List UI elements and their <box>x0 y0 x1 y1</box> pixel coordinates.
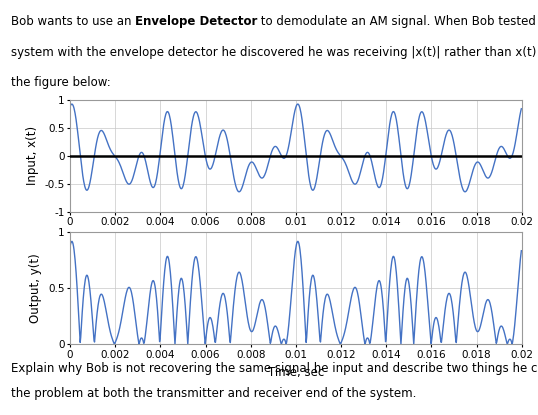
X-axis label: Time, sec: Time, sec <box>268 366 324 378</box>
X-axis label: Time, sec: Time, sec <box>268 233 324 246</box>
Text: Bob wants to use an: Bob wants to use an <box>11 15 135 28</box>
Text: the figure below:: the figure below: <box>11 76 110 89</box>
Text: the problem at both the transmitter and receiver end of the system.: the problem at both the transmitter and … <box>11 387 416 400</box>
Text: Envelope Detector: Envelope Detector <box>135 15 257 28</box>
Text: Explain why Bob is not recovering the same signal he input and describe two thin: Explain why Bob is not recovering the sa… <box>11 361 538 375</box>
Y-axis label: Input, x(t): Input, x(t) <box>26 126 39 185</box>
Y-axis label: Output, y(t): Output, y(t) <box>30 254 43 323</box>
Text: to demodulate an AM signal. When Bob tested his AM: to demodulate an AM signal. When Bob tes… <box>257 15 538 28</box>
Text: system with the envelope detector he discovered he was receiving |x(t)| rather t: system with the envelope detector he dis… <box>11 46 538 59</box>
